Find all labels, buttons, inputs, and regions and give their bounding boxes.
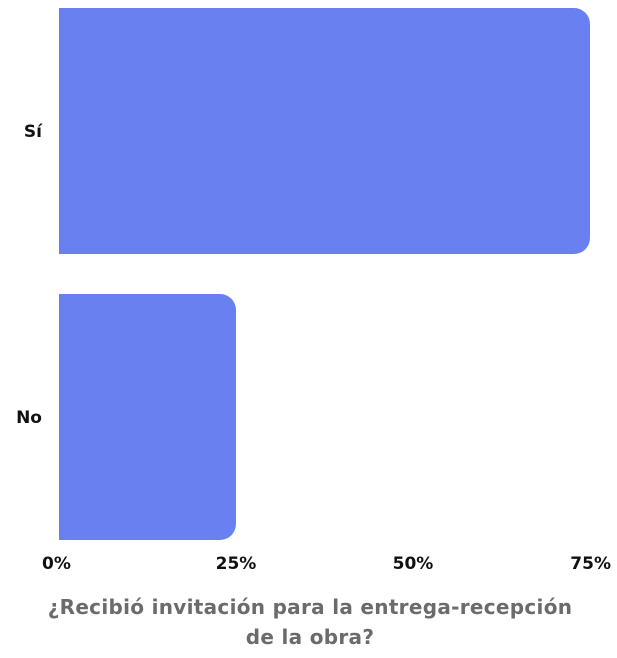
bar-no [59, 294, 236, 540]
chart-title: ¿Recibió invitación para la entrega-rece… [47, 595, 573, 649]
x-tick-label: 50% [393, 554, 434, 574]
x-axis-ticks: 0% 25% 50% 75% [42, 554, 611, 574]
bars-group [59, 8, 590, 540]
x-tick-label: 0% [42, 554, 71, 574]
x-tick-label: 75% [570, 554, 611, 574]
x-tick-label: 25% [216, 554, 257, 574]
bar-si [59, 8, 590, 254]
category-label: Sí [24, 122, 43, 142]
category-label: No [16, 408, 42, 428]
category-labels: Sí No [16, 122, 43, 428]
